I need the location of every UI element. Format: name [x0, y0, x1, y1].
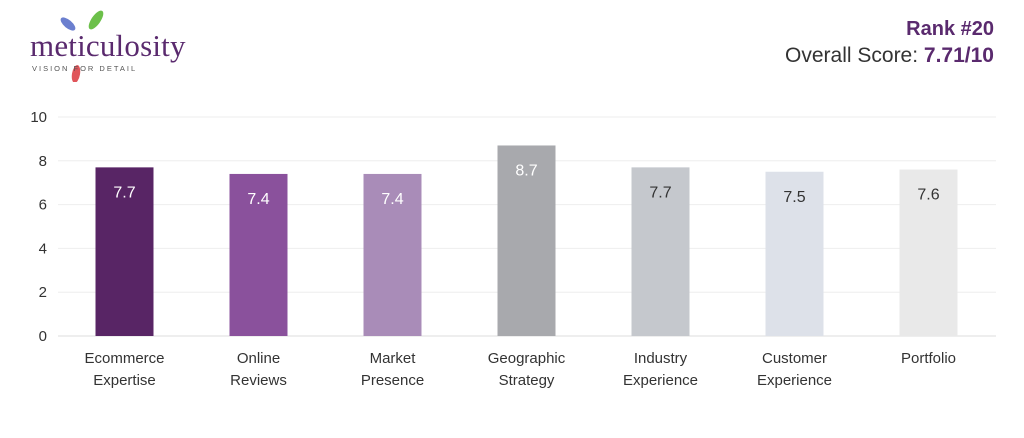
category-label-line: Industry: [634, 350, 688, 367]
bar-value-label: 7.6: [917, 187, 939, 204]
category-label-line: Customer: [762, 350, 827, 367]
bar: [363, 173, 422, 336]
logo-leaf-blue: [60, 17, 76, 31]
y-tick-label: 10: [30, 109, 47, 126]
category-label: Portfolio: [901, 350, 956, 367]
y-tick-label: 4: [39, 240, 47, 257]
overall-score-value: 7.71/10: [923, 44, 994, 67]
logo-tagline: VISION FOR DETAIL: [32, 64, 138, 73]
category-label-line: Experience: [757, 372, 832, 389]
logo-leaves-icon: [60, 10, 104, 83]
logo-leaf-green: [88, 10, 104, 30]
bar-value-label: 7.7: [649, 184, 671, 201]
category-label-line: Geographic: [488, 350, 566, 367]
overall-score: Overall Score: 7.71/10: [785, 44, 994, 68]
rank-label: Rank #20: [906, 18, 994, 40]
category-label: Online Reviews: [230, 350, 287, 389]
brand-logo: meticulosity VISION FOR DETAIL: [28, 6, 228, 83]
y-tick-label: 6: [39, 197, 47, 214]
category-label: Customer Experience: [757, 350, 832, 389]
category-label: Industry Experience: [623, 350, 698, 389]
y-tick-label: 0: [39, 328, 47, 345]
bar: [229, 173, 288, 336]
bar-value-label: 7.7: [113, 184, 135, 201]
logo-wordmark: meticulosity: [30, 28, 186, 63]
logo-leaf-red: [71, 65, 81, 83]
bar: [95, 167, 154, 336]
y-tick-label: 8: [39, 153, 47, 170]
category-label-line: Experience: [623, 372, 698, 389]
category-label-line: Market: [370, 350, 417, 367]
bar-value-label: 8.7: [515, 162, 537, 179]
rank-summary: Rank #20 Overall Score: 7.71/10: [785, 18, 994, 68]
bar-value-label: 7.4: [247, 191, 269, 208]
y-tick-label: 2: [39, 284, 47, 301]
bar-value-label: 7.5: [783, 189, 805, 206]
category-label: Market Presence: [361, 350, 424, 389]
category-label-line: Online: [237, 350, 280, 367]
category-label: Geographic Strategy: [488, 350, 566, 389]
category-label-line: Expertise: [93, 372, 156, 389]
overall-score-prefix: Overall Score:: [785, 44, 924, 67]
category-label-line: Strategy: [499, 372, 555, 389]
bar: [497, 145, 556, 336]
category-label: Ecommerce Expertise: [84, 350, 164, 389]
bar: [899, 169, 958, 336]
category-label-line: Reviews: [230, 372, 287, 389]
bar: [631, 167, 690, 336]
category-label-line: Portfolio: [901, 350, 956, 367]
bar-value-label: 7.4: [381, 191, 403, 208]
category-label-line: Ecommerce: [84, 350, 164, 367]
score-bar-chart: 0 2 4 6 8 10 7.7 Ecommerce Expertise 7.4 Online Rev…: [30, 109, 996, 389]
bar: [765, 171, 824, 336]
category-label-line: Presence: [361, 372, 424, 389]
